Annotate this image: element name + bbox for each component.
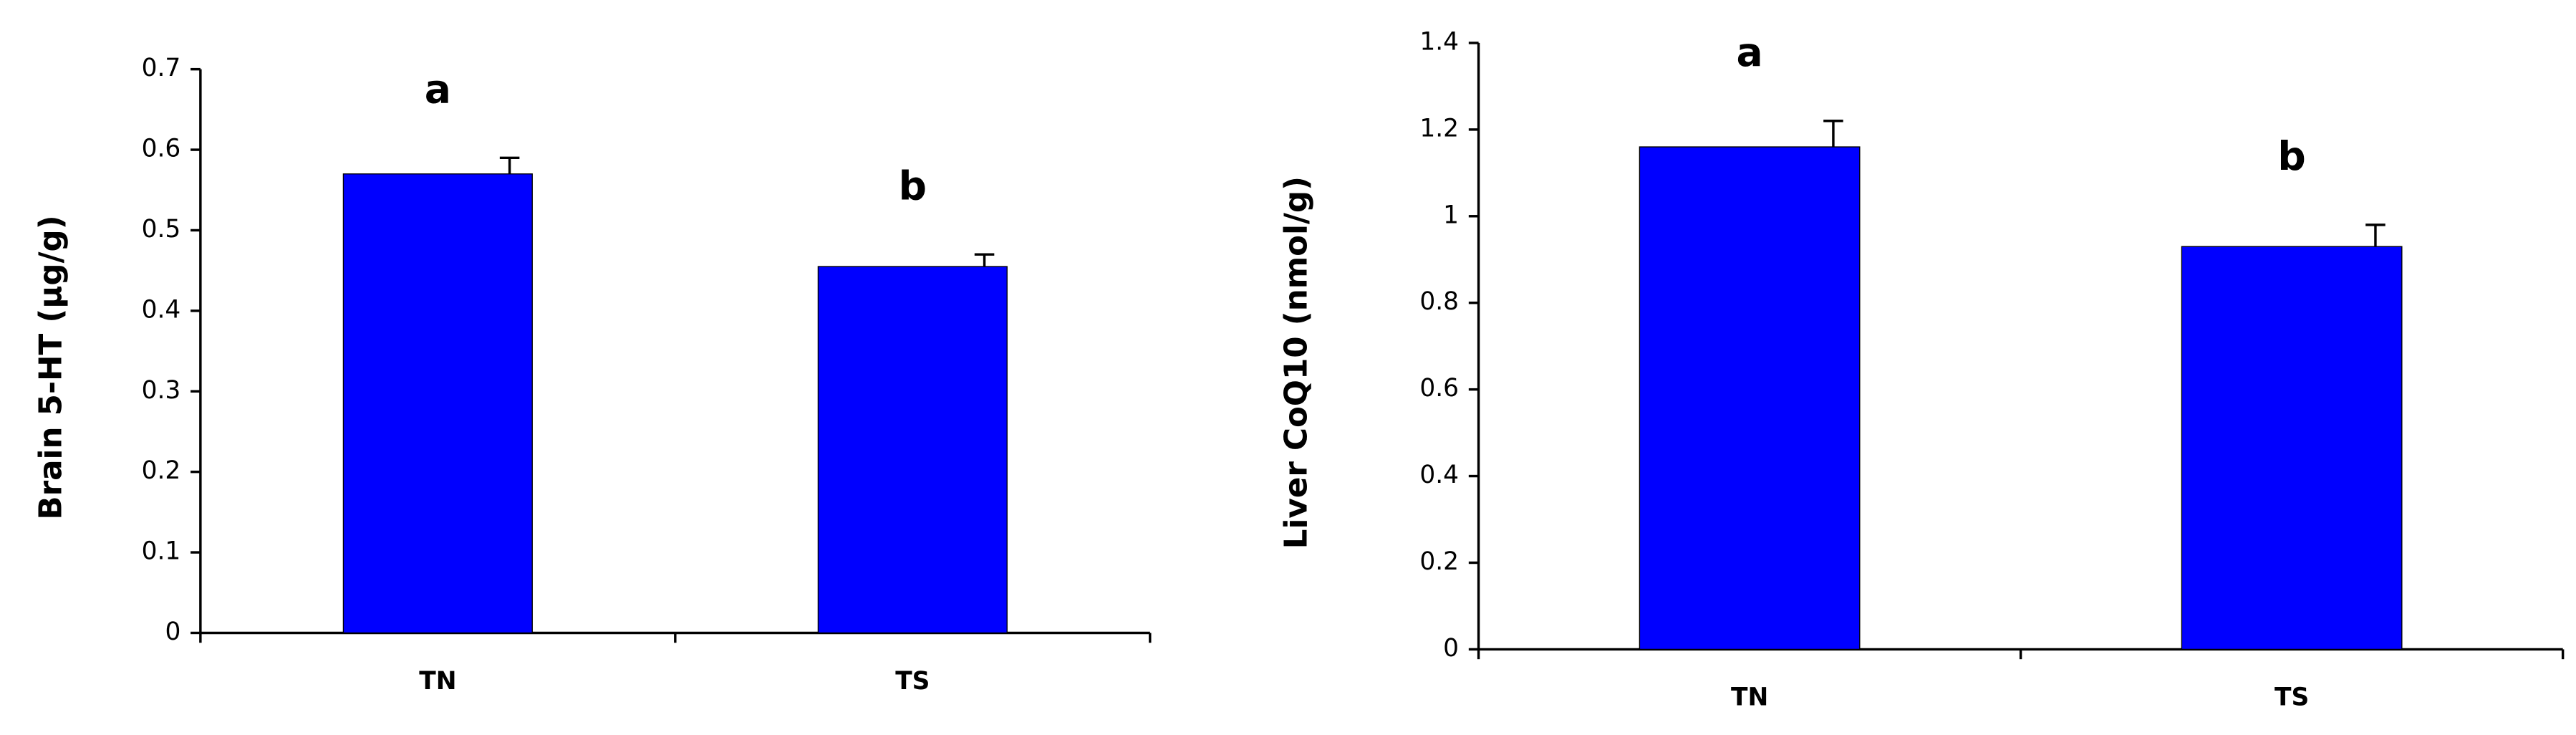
- significance-letter: a: [1737, 29, 1763, 75]
- y-tick-label: 0.7: [142, 54, 181, 82]
- y-tick-label: 1: [1443, 201, 1459, 229]
- y-tick-label: 0.5: [142, 215, 181, 244]
- bar: [1639, 146, 1861, 650]
- significance-letter: b: [2277, 133, 2305, 179]
- bar: [817, 266, 1008, 634]
- y-tick-label: 0.1: [142, 537, 181, 566]
- bar: [342, 173, 533, 634]
- significance-letter: a: [425, 67, 451, 112]
- y-axis-label: Brain 5-HT (µg/g): [33, 215, 69, 519]
- x-tick-label: TS: [2274, 683, 2309, 712]
- y-axis-label: Liver CoQ10 (nmol/g): [1278, 176, 1314, 549]
- y-tick-label: 0: [165, 618, 180, 646]
- bar: [2181, 246, 2403, 650]
- y-tick-label: 0.2: [142, 456, 181, 485]
- y-tick-label: 1.2: [1419, 114, 1459, 143]
- y-tick-label: 0.6: [142, 135, 181, 163]
- y-tick-label: 0.4: [1419, 461, 1459, 489]
- y-tick-label: 1.4: [1419, 27, 1459, 56]
- significance-letter: b: [899, 163, 927, 209]
- y-tick-label: 0: [1443, 634, 1459, 663]
- y-tick-label: 0.8: [1419, 287, 1459, 316]
- y-tick-label: 0.2: [1419, 547, 1459, 576]
- x-tick-label: TN: [1731, 683, 1768, 712]
- y-tick-label: 0.4: [142, 295, 181, 324]
- y-tick-label: 0.6: [1419, 374, 1459, 403]
- y-tick-label: 0.3: [142, 376, 181, 405]
- x-tick-label: TN: [419, 667, 456, 696]
- x-tick-label: TS: [895, 667, 930, 696]
